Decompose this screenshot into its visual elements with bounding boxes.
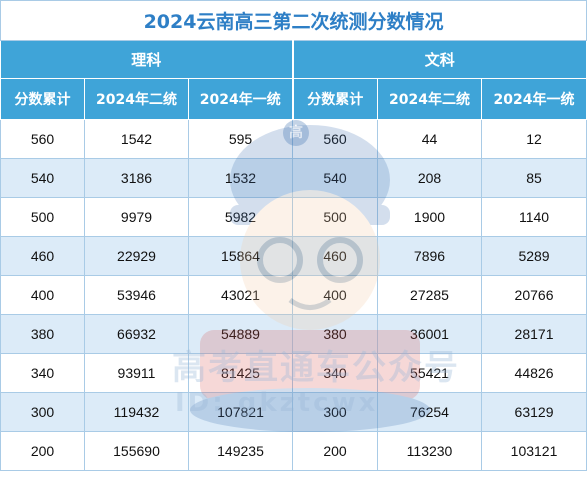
cell-arts-second-exam: 44 — [377, 119, 482, 159]
cell-arts-first-exam: 103121 — [480, 431, 587, 471]
cell-science-score: 340 — [0, 353, 85, 393]
group-header-science: 理科 — [0, 40, 293, 79]
cell-arts-second-exam: 55421 — [377, 353, 482, 393]
cell-arts-score: 200 — [292, 431, 378, 471]
cell-science-score: 500 — [0, 197, 85, 237]
cell-science-first-exam: 1532 — [188, 158, 293, 198]
cell-science-second-exam: 53946 — [84, 275, 189, 315]
group-header-arts: 文科 — [291, 40, 587, 79]
cell-arts-first-exam: 44826 — [480, 353, 587, 393]
cell-science-score: 300 — [0, 392, 85, 432]
cell-science-first-exam: 149235 — [188, 431, 293, 471]
cell-arts-first-exam: 63129 — [480, 392, 587, 432]
cell-science-first-exam: 54889 — [188, 314, 293, 354]
cell-science-second-exam: 66932 — [84, 314, 189, 354]
cell-arts-score: 460 — [292, 236, 378, 276]
table-row: 380 66932 54889 380 36001 28171 — [0, 314, 587, 354]
cell-science-score: 540 — [0, 158, 85, 198]
table-row: 400 53946 43021 400 27285 20766 — [0, 275, 587, 315]
cell-arts-second-exam: 1900 — [377, 197, 482, 237]
cell-science-first-exam: 595 — [188, 119, 293, 159]
table-body: 560 1542 595 560 44 12 540 3186 1532 540 208 85 500 9… — [0, 119, 587, 471]
cell-arts-score: 400 — [292, 275, 378, 315]
cell-science-first-exam: 81425 — [188, 353, 293, 393]
cell-arts-second-exam: 113230 — [377, 431, 482, 471]
cell-science-score: 200 — [0, 431, 85, 471]
cell-arts-first-exam: 1140 — [480, 197, 587, 237]
cell-arts-second-exam: 7896 — [377, 236, 482, 276]
cell-science-score: 460 — [0, 236, 85, 276]
table-row: 540 3186 1532 540 208 85 — [0, 158, 587, 198]
cell-arts-first-exam: 12 — [480, 119, 587, 159]
cell-arts-second-exam: 208 — [377, 158, 482, 198]
cell-science-second-exam: 93911 — [84, 353, 189, 393]
cell-science-second-exam: 22929 — [84, 236, 189, 276]
cell-arts-second-exam: 36001 — [377, 314, 482, 354]
column-header-science-second-exam: 2024年二统 — [84, 78, 189, 120]
cell-science-second-exam: 119432 — [84, 392, 189, 432]
cell-science-second-exam: 3186 — [84, 158, 189, 198]
cell-science-first-exam: 5982 — [188, 197, 293, 237]
cell-science-second-exam: 9979 — [84, 197, 189, 237]
table-row: 340 93911 81425 340 55421 44826 — [0, 353, 587, 393]
cell-arts-first-exam: 5289 — [480, 236, 587, 276]
column-header-arts-second-exam: 2024年二统 — [377, 78, 482, 120]
watermark-badge: 高 — [283, 120, 309, 146]
cell-arts-score: 500 — [292, 197, 378, 237]
cell-science-first-exam: 43021 — [188, 275, 293, 315]
cell-arts-score: 380 — [292, 314, 378, 354]
cell-science-first-exam: 107821 — [188, 392, 293, 432]
column-header-arts-first-exam: 2024年一统 — [480, 78, 587, 120]
cell-arts-score: 300 — [292, 392, 378, 432]
cell-arts-second-exam: 27285 — [377, 275, 482, 315]
cell-science-second-exam: 155690 — [84, 431, 189, 471]
table-row: 300 119432 107821 300 76254 63129 — [0, 392, 587, 432]
cell-arts-score: 340 — [292, 353, 378, 393]
column-header-arts-score: 分数累计 — [291, 78, 378, 120]
column-header-science-first-exam: 2024年一统 — [188, 78, 293, 120]
table-row: 500 9979 5982 500 1900 1140 — [0, 197, 587, 237]
cell-science-score: 560 — [0, 119, 85, 159]
cell-science-score: 380 — [0, 314, 85, 354]
cell-science-second-exam: 1542 — [84, 119, 189, 159]
score-table: 2024云南高三第二次统测分数情况 理科 文科 分数累计 2024年二统 202… — [0, 0, 587, 471]
cell-arts-first-exam: 85 — [480, 158, 587, 198]
table-row: 560 1542 595 560 44 12 — [0, 119, 587, 159]
cell-science-score: 400 — [0, 275, 85, 315]
cell-arts-second-exam: 76254 — [377, 392, 482, 432]
cell-arts-first-exam: 28171 — [480, 314, 587, 354]
page-title: 2024云南高三第二次统测分数情况 — [0, 0, 587, 41]
table-row: 200 155690 149235 200 113230 103121 — [0, 431, 587, 471]
cell-arts-score: 540 — [292, 158, 378, 198]
table-row: 460 22929 15864 460 7896 5289 — [0, 236, 587, 276]
column-header-science-score: 分数累计 — [0, 78, 85, 120]
cell-arts-first-exam: 20766 — [480, 275, 587, 315]
cell-science-first-exam: 15864 — [188, 236, 293, 276]
